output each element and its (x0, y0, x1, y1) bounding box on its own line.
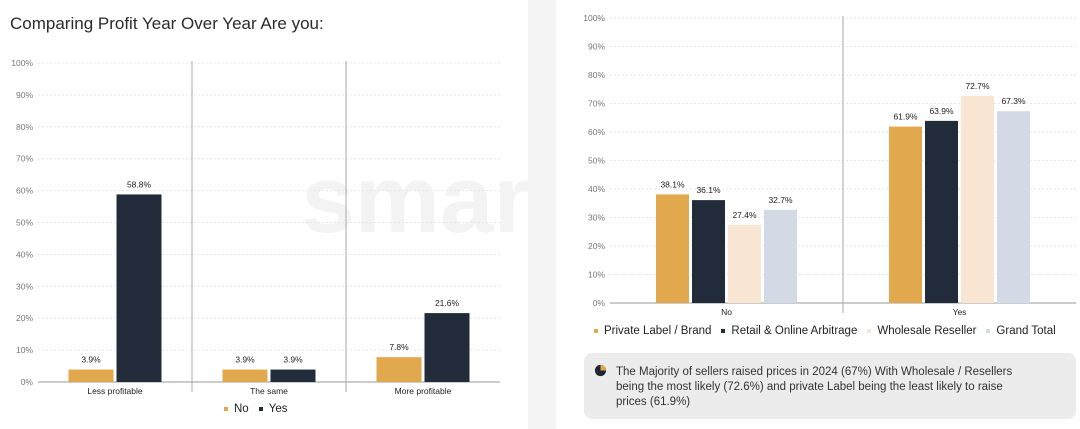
bar (68, 369, 114, 382)
data-label: 32.7% (768, 195, 793, 205)
y-tick-label: 0% (21, 377, 34, 387)
y-tick-label: 90% (16, 90, 33, 100)
legend-label: Yes (268, 403, 288, 415)
y-tick-label: 20% (588, 241, 605, 251)
data-label: 72.7% (965, 81, 990, 91)
right-bar-chart: 0% 10% 20% 30% 40% 50% 60% 70% 80% 90% 100% 38.1% 36… (583, 13, 1076, 317)
data-label: 3.9% (283, 355, 303, 365)
legend-label: Wholesale Reseller (877, 325, 977, 337)
x-tick-label: No (721, 307, 732, 317)
panel-divider (528, 0, 556, 429)
legend-item: Wholesale Reseller (867, 325, 976, 337)
data-label: 58.8% (127, 179, 152, 189)
y-tick-label: 90% (588, 42, 605, 52)
bar (889, 126, 922, 304)
data-label: 3.9% (235, 355, 255, 365)
y-tick-label: 50% (588, 156, 605, 166)
right-legend: Private Label / Brand Retail & Online Arb… (594, 325, 1066, 337)
y-tick-label: 80% (588, 70, 605, 80)
x-tick-label: More profitable (395, 386, 452, 396)
data-label: 63.9% (929, 106, 954, 116)
data-label: 67.3% (1001, 96, 1026, 106)
x-tick-label: The same (250, 386, 288, 396)
data-label: 61.9% (893, 112, 918, 122)
bar (692, 200, 725, 303)
bar (997, 111, 1030, 303)
x-tick-label: Yes (953, 307, 967, 317)
bar (424, 313, 470, 382)
legend-label: Retail & Online Arbitrage (731, 325, 858, 337)
legend-item: Private Label / Brand (594, 325, 711, 337)
legend-label: No (234, 403, 249, 415)
insight-note: The Majority of sellers raised prices in… (584, 353, 1076, 419)
legend-item: No (224, 403, 249, 415)
y-tick-label: 100% (11, 58, 33, 68)
left-legend: No Yes (224, 403, 297, 415)
legend-item: Retail & Online Arbitrage (721, 325, 857, 337)
y-tick-label: 10% (16, 345, 33, 355)
x-tick-label: Less profitable (87, 386, 143, 396)
left-chart-panel: Comparing Profit Year Over Year Are you:… (0, 0, 528, 429)
legend-swatch (258, 407, 263, 411)
y-tick-label: 70% (16, 154, 33, 164)
bar (764, 209, 797, 303)
y-tick-label: 40% (588, 184, 605, 194)
legend-swatch (867, 329, 872, 333)
y-tick-label: 30% (588, 213, 605, 223)
y-tick-label: 70% (588, 99, 605, 109)
y-tick-label: 50% (16, 218, 33, 228)
bar (728, 224, 761, 303)
data-label: 38.1% (660, 179, 685, 189)
watermark: smartscout (301, 146, 528, 253)
data-label: 27.4% (732, 210, 757, 220)
legend-label: Grand Total (996, 325, 1056, 337)
data-label: 21.6% (435, 298, 460, 308)
data-label: 3.9% (81, 355, 101, 365)
y-tick-label: 20% (16, 313, 33, 323)
legend-swatch (224, 407, 228, 411)
y-tick-label: 40% (16, 249, 33, 259)
bar (270, 369, 316, 382)
y-tick-label: 30% (16, 281, 33, 291)
insight-note-text: The Majority of sellers raised prices in… (616, 366, 1013, 408)
bar (656, 194, 689, 303)
legend-swatch (721, 329, 726, 333)
y-tick-label: 80% (16, 122, 33, 132)
left-bar-chart: smartscout 0% 10% 20% 30% 40% 50% 60% 70% 80% 90%… (11, 58, 528, 396)
legend-swatch (986, 329, 991, 333)
legend-label: Private Label / Brand (604, 325, 712, 337)
y-tick-label: 10% (588, 270, 605, 280)
y-tick-label: 100% (583, 13, 605, 23)
bar (116, 194, 162, 382)
lightbulb-icon (594, 364, 607, 377)
data-label: 36.1% (696, 185, 721, 195)
legend-swatch (594, 329, 598, 333)
chart-title: Comparing Profit Year Over Year Are you: (10, 14, 324, 33)
data-label: 7.8% (389, 342, 409, 352)
y-tick-label: 60% (16, 186, 33, 196)
bar (376, 357, 422, 382)
bar (222, 369, 268, 382)
bar (961, 95, 994, 304)
legend-item: Yes (258, 403, 288, 415)
y-tick-label: 60% (588, 127, 605, 137)
bar (925, 120, 958, 303)
legend-item: Grand Total (986, 325, 1056, 337)
y-tick-label: 0% (593, 298, 606, 308)
